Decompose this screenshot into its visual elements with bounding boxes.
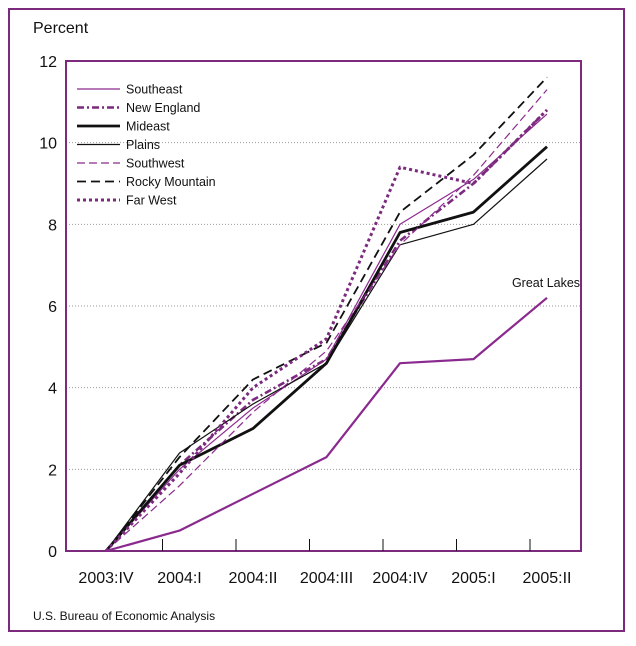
source-note: U.S. Bureau of Economic Analysis	[33, 609, 216, 623]
y-tick-label: 0	[48, 544, 57, 561]
series-line-plains	[105, 158, 548, 552]
legend-label: Southeast	[126, 83, 183, 97]
y-axis-label: Percent	[33, 20, 89, 37]
legend-label: Plains	[126, 138, 160, 152]
y-tick-label: 8	[48, 217, 57, 234]
y-tick-label: 4	[48, 381, 57, 398]
y-tick-label: 12	[39, 54, 57, 71]
series-annotation: Great Lakes	[512, 276, 580, 290]
x-tick-label: 2004:I	[157, 570, 201, 587]
series-line-far-west	[104, 108, 549, 553]
y-tick-label: 2	[48, 462, 57, 479]
legend-label: Far West	[126, 194, 177, 208]
legend-label: Mideast	[126, 120, 170, 134]
chart-frame	[8, 8, 625, 632]
plot-area	[65, 60, 582, 552]
series-line-southwest	[105, 89, 548, 552]
x-tick-label: 2004:IV	[372, 570, 427, 587]
x-tick-label: 2004:III	[300, 570, 353, 587]
y-tick-label: 6	[48, 299, 57, 316]
x-tick-label: 2003:IV	[78, 570, 133, 587]
x-tick-label: 2005:II	[523, 570, 572, 587]
y-tick-label: 10	[39, 136, 57, 153]
legend-label: New England	[126, 101, 200, 115]
x-tick-label: 2005:I	[451, 570, 495, 587]
series-line-great-lakes	[105, 296, 548, 553]
legend-label: Rocky Mountain	[126, 175, 216, 189]
series-line-rocky-mountain	[105, 76, 548, 552]
x-tick-label: 2004:II	[229, 570, 278, 587]
legend-label: Southwest	[126, 157, 185, 171]
series-line-new-england	[105, 109, 548, 552]
